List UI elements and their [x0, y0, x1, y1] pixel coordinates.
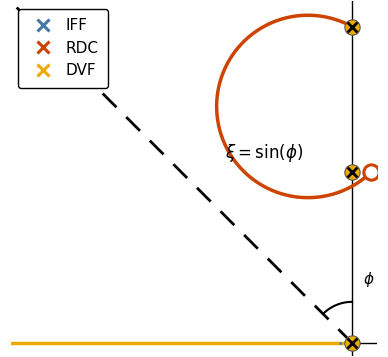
Text: $\phi$: $\phi$ — [363, 270, 375, 289]
Legend: IFF, RDC, DVF: IFF, RDC, DVF — [18, 9, 108, 87]
Text: $\xi = \sin(\phi)$: $\xi = \sin(\phi)$ — [225, 142, 303, 164]
